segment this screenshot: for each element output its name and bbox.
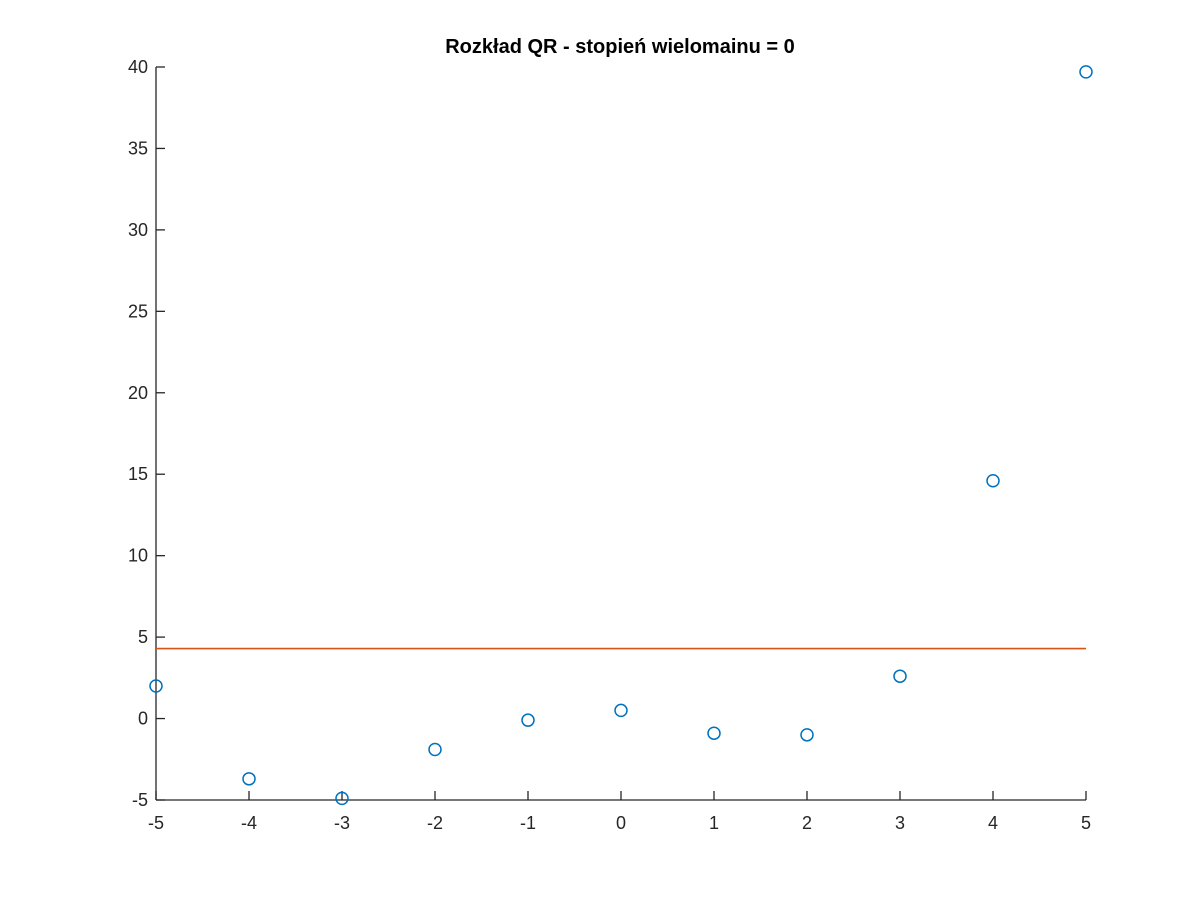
x-tick-label: 2 (802, 813, 812, 833)
x-tick-label: -4 (241, 813, 257, 833)
y-tick-label: 40 (128, 57, 148, 77)
x-tick-label: 4 (988, 813, 998, 833)
series-layer (149, 65, 1093, 806)
y-tick-label: -5 (132, 790, 148, 810)
data-point (1079, 65, 1093, 79)
x-tick-label: -2 (427, 813, 443, 833)
x-tick-label: -5 (148, 813, 164, 833)
data-point (335, 791, 349, 806)
y-tick-label: 25 (128, 301, 148, 321)
data-point (614, 703, 628, 718)
data-point (707, 726, 721, 740)
data-point (521, 713, 535, 727)
x-tick-label: 0 (616, 813, 626, 833)
x-axis-ticks: -5 -4 -3 -2 -1 0 1 2 3 4 5 (148, 791, 1091, 833)
x-tick-label: 5 (1081, 813, 1091, 833)
data-point (428, 742, 442, 757)
data-point (986, 473, 1000, 488)
y-tick-label: 5 (138, 627, 148, 647)
y-axis-ticks: -5 0 5 10 15 20 25 30 35 40 (128, 57, 165, 810)
data-point (800, 728, 814, 742)
x-tick-label: -1 (520, 813, 536, 833)
x-tick-label: 1 (709, 813, 719, 833)
data-point (242, 772, 256, 786)
data-point (893, 669, 907, 683)
x-tick-label: -3 (334, 813, 350, 833)
y-tick-label: 35 (128, 138, 148, 158)
chart-title: Rozkład QR - stopień wielomainu = 0 (445, 36, 795, 58)
y-tick-label: 10 (128, 546, 148, 566)
y-tick-label: 15 (128, 464, 148, 484)
y-tick-label: 20 (128, 383, 148, 403)
y-tick-label: 0 (138, 709, 148, 729)
x-tick-label: 3 (895, 813, 905, 833)
y-tick-label: 30 (128, 220, 148, 240)
data-point (149, 679, 163, 693)
axes (155, 67, 1086, 801)
